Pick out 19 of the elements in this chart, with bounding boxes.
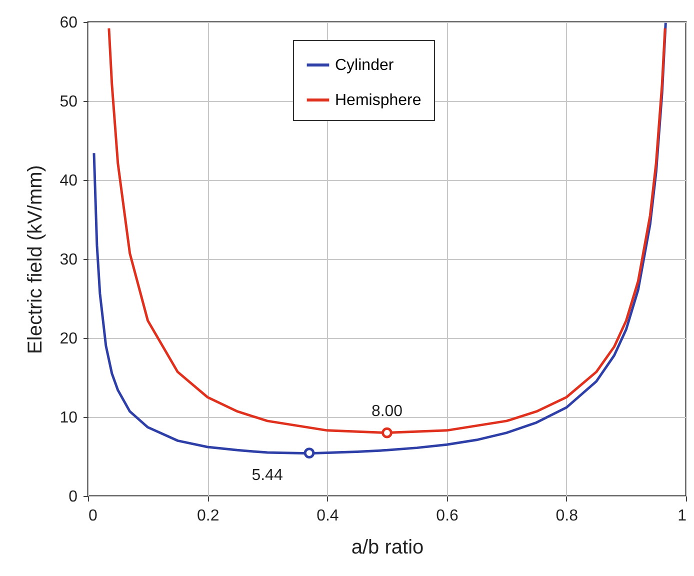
legend-label: Cylinder xyxy=(335,57,394,74)
x-tick-label: 0.4 xyxy=(316,508,339,524)
y-tick-label: 50 xyxy=(60,94,78,110)
x-tick-label: 1 xyxy=(678,508,687,524)
y-tick-label: 10 xyxy=(60,410,78,426)
y-tick-label: 0 xyxy=(68,488,78,506)
x-tick-label: 0.8 xyxy=(556,508,578,524)
y-tick-label: 20 xyxy=(60,330,78,348)
annotation: 8.00 xyxy=(371,402,403,420)
x-tick-label: 0.2 xyxy=(196,508,220,524)
y-tick-label: 40 xyxy=(60,172,78,190)
y-tick-label: 60 xyxy=(60,14,78,32)
x-tick-label: 0 xyxy=(88,508,98,524)
legend-label: Hemisphere xyxy=(335,92,422,109)
annotation: 5.44 xyxy=(252,467,283,484)
x-tick-label: 0.6 xyxy=(436,508,459,524)
x-axis-title: a/b ratio xyxy=(351,536,424,558)
y-tick-label: 30 xyxy=(60,252,78,268)
y-axis-title: Electric field (kV/mm) xyxy=(24,165,47,354)
